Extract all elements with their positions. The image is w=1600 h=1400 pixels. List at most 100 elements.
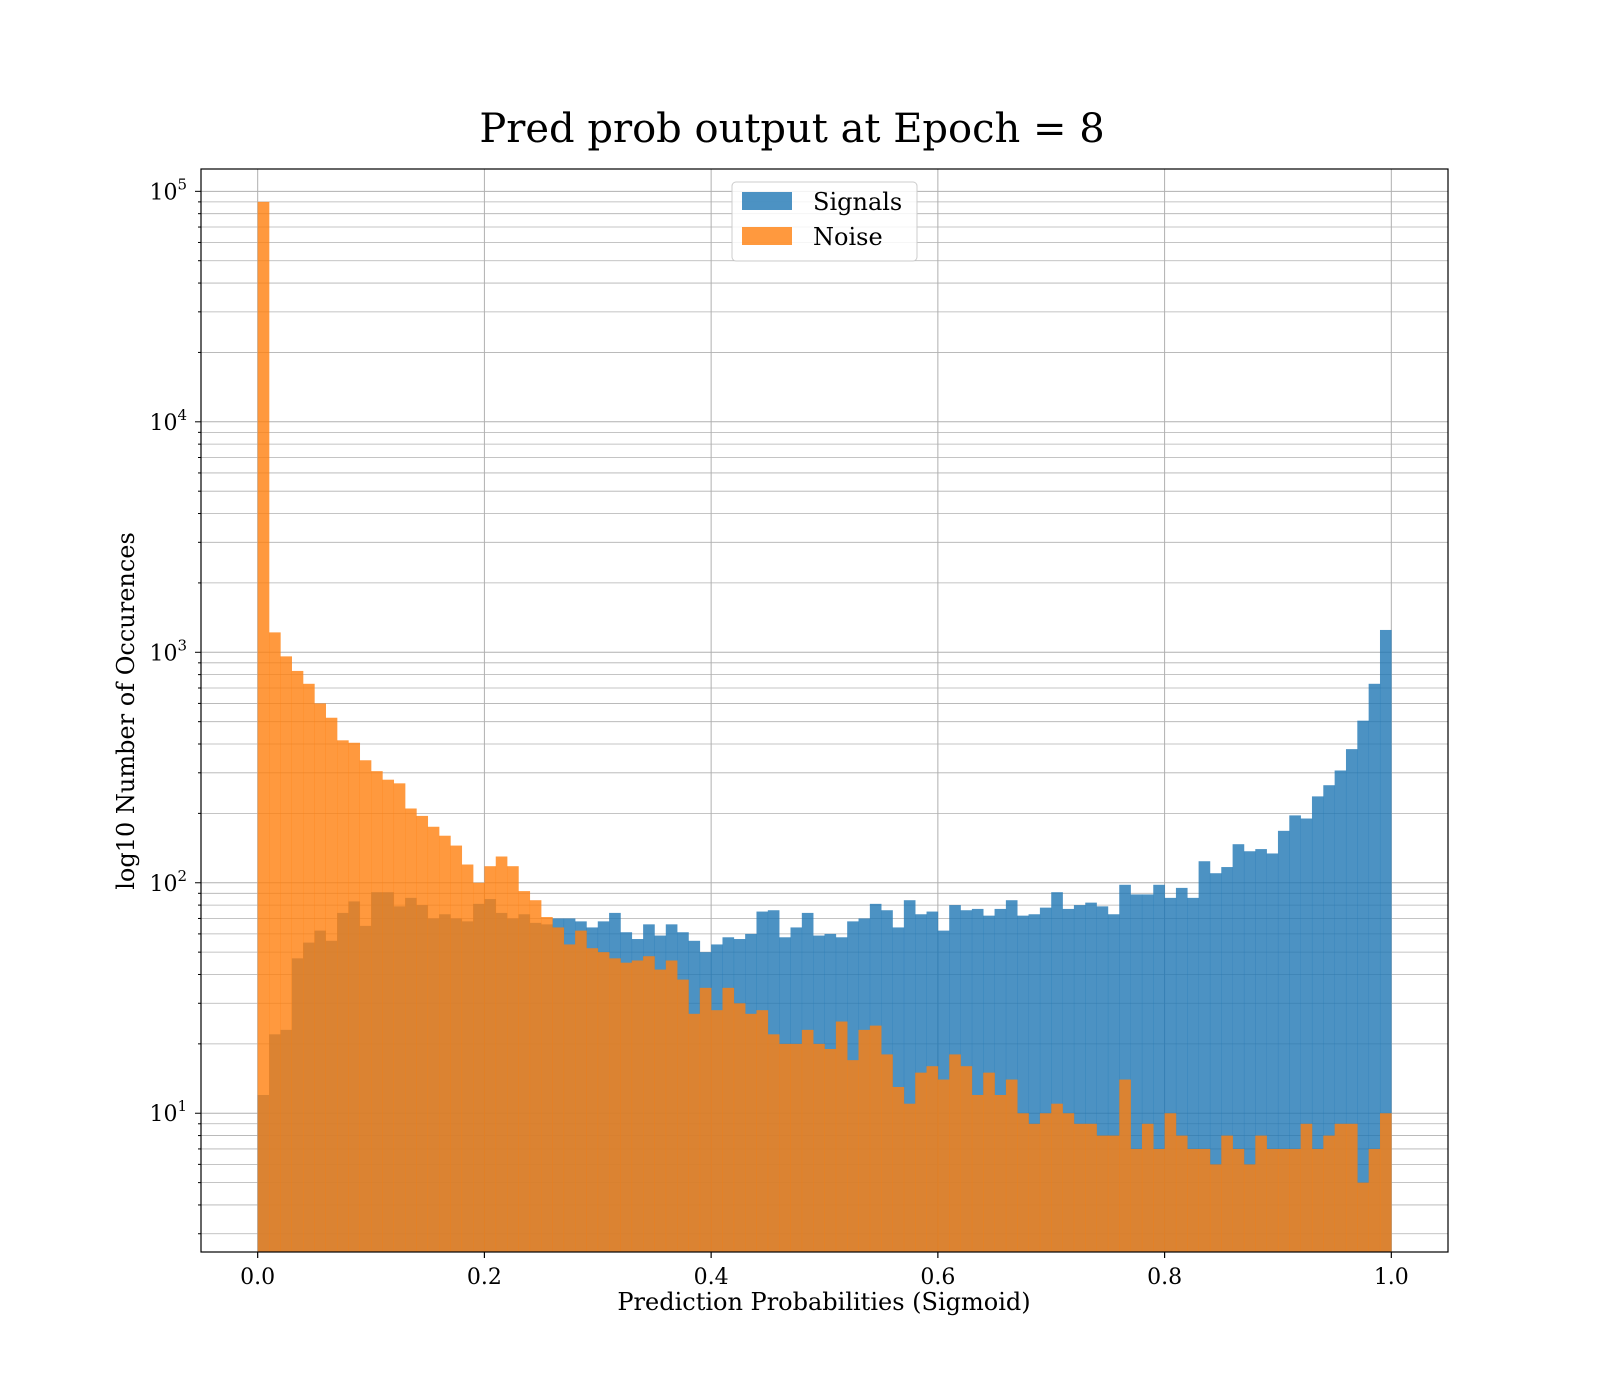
noise-bar bbox=[756, 1010, 769, 1252]
noise-bar bbox=[1232, 1148, 1245, 1252]
noise-bar bbox=[597, 952, 610, 1252]
noise-bar bbox=[858, 1029, 871, 1252]
signals-bar bbox=[971, 908, 984, 1252]
signals-bar bbox=[1311, 796, 1324, 1252]
noise-bar bbox=[1300, 1123, 1313, 1252]
noise-bar bbox=[631, 960, 644, 1252]
noise-bar bbox=[1266, 1148, 1279, 1252]
noise-bar bbox=[937, 1079, 950, 1252]
x-axis-ticks: 0.0 0.2 0.4 0.6 0.8 1.0 bbox=[240, 1252, 1409, 1290]
noise-bar bbox=[1221, 1135, 1233, 1252]
noise-bar bbox=[427, 826, 440, 1252]
x-tick-label: 0.6 bbox=[920, 1265, 955, 1290]
noise-bar bbox=[291, 670, 304, 1252]
signals-bar bbox=[1357, 720, 1369, 1252]
noise-bar bbox=[688, 1013, 701, 1252]
noise-bar bbox=[722, 987, 735, 1252]
x-tick-label: 0.0 bbox=[240, 1265, 275, 1290]
signals-bar bbox=[1187, 897, 1199, 1252]
noise-bar bbox=[1073, 1123, 1086, 1252]
signals-bar bbox=[1300, 818, 1313, 1252]
signals-bar bbox=[903, 900, 916, 1252]
chart-title: Pred prob output at Epoch = 8 bbox=[479, 106, 1104, 152]
noise-bar bbox=[280, 656, 292, 1252]
signals-bar bbox=[1368, 683, 1381, 1252]
noise-bar bbox=[1119, 1079, 1131, 1252]
noise-bar bbox=[1164, 1113, 1177, 1252]
noise-bar bbox=[382, 779, 395, 1252]
signals-bar bbox=[1198, 861, 1211, 1252]
x-tick-label: 0.2 bbox=[467, 1265, 502, 1290]
signals-bar bbox=[1107, 914, 1120, 1252]
noise-bar bbox=[359, 760, 372, 1252]
noise-bar bbox=[677, 979, 689, 1252]
noise-bar bbox=[393, 783, 406, 1252]
signals-bar bbox=[1221, 867, 1233, 1252]
noise-bar bbox=[541, 917, 553, 1252]
signals-bar bbox=[1175, 887, 1188, 1252]
noise-bar bbox=[337, 740, 349, 1252]
noise-bars bbox=[257, 201, 1392, 1252]
noise-bar bbox=[348, 742, 361, 1252]
noise-bar bbox=[779, 1043, 791, 1252]
legend-label-signals: Signals bbox=[813, 188, 902, 216]
noise-bar bbox=[575, 930, 587, 1252]
noise-bar bbox=[1198, 1148, 1211, 1252]
legend-swatch-signals bbox=[742, 192, 792, 210]
noise-bar bbox=[711, 1010, 723, 1252]
signals-bar bbox=[1039, 907, 1052, 1252]
noise-bar bbox=[1051, 1103, 1063, 1252]
noise-bar bbox=[529, 900, 542, 1252]
noise-bar bbox=[620, 962, 633, 1252]
noise-bar bbox=[1209, 1164, 1222, 1252]
signals-bar bbox=[1345, 749, 1358, 1252]
noise-bar bbox=[1357, 1182, 1369, 1252]
noise-bar bbox=[1028, 1123, 1041, 1252]
noise-bar bbox=[371, 771, 383, 1252]
noise-bar bbox=[1005, 1079, 1018, 1252]
noise-bar bbox=[1153, 1148, 1165, 1252]
noise-bar bbox=[994, 1094, 1007, 1252]
signals-bar bbox=[1379, 629, 1392, 1252]
noise-bar bbox=[1255, 1135, 1267, 1252]
noise-bar bbox=[983, 1072, 995, 1252]
noise-bar bbox=[303, 683, 315, 1252]
noise-bar bbox=[1379, 1113, 1392, 1252]
noise-bar bbox=[586, 948, 599, 1252]
signals-bar bbox=[1005, 900, 1018, 1252]
x-axis-label: Prediction Probabilities (Sigmoid) bbox=[617, 1288, 1030, 1316]
signals-bar bbox=[1334, 770, 1347, 1252]
signals-bar bbox=[1266, 853, 1279, 1252]
signals-bar bbox=[1289, 815, 1301, 1252]
y-tick-label: 103 bbox=[149, 636, 187, 666]
signals-bar bbox=[1130, 894, 1143, 1252]
noise-bar bbox=[869, 1025, 882, 1252]
signals-bar bbox=[1062, 908, 1075, 1252]
noise-bar bbox=[699, 987, 712, 1252]
noise-bar bbox=[552, 927, 565, 1252]
noise-bar bbox=[1017, 1113, 1029, 1252]
noise-bar bbox=[473, 882, 485, 1252]
noise-bar bbox=[1187, 1148, 1199, 1252]
signals-bar bbox=[1153, 884, 1165, 1252]
x-tick-label: 0.8 bbox=[1147, 1265, 1182, 1290]
noise-bar bbox=[1277, 1148, 1290, 1252]
x-tick-label: 1.0 bbox=[1374, 1265, 1409, 1290]
noise-bar bbox=[269, 632, 281, 1252]
noise-bar bbox=[949, 1054, 961, 1252]
noise-bar bbox=[1175, 1135, 1188, 1252]
signals-bar bbox=[1028, 914, 1041, 1252]
noise-bar bbox=[518, 891, 531, 1252]
signals-bar bbox=[1164, 897, 1177, 1252]
signals-bar bbox=[1017, 915, 1029, 1252]
y-tick-label: 105 bbox=[149, 175, 187, 205]
signals-bar bbox=[1323, 785, 1335, 1252]
noise-bar bbox=[461, 864, 474, 1252]
y-axis-ticks: 101 102 103 104 105 bbox=[149, 175, 201, 1235]
noise-bar bbox=[257, 201, 270, 1252]
noise-bar bbox=[495, 856, 508, 1252]
y-tick-label: 104 bbox=[149, 406, 187, 436]
noise-bar bbox=[1311, 1148, 1324, 1252]
signals-bar bbox=[1051, 892, 1063, 1252]
noise-bar bbox=[1289, 1148, 1301, 1252]
